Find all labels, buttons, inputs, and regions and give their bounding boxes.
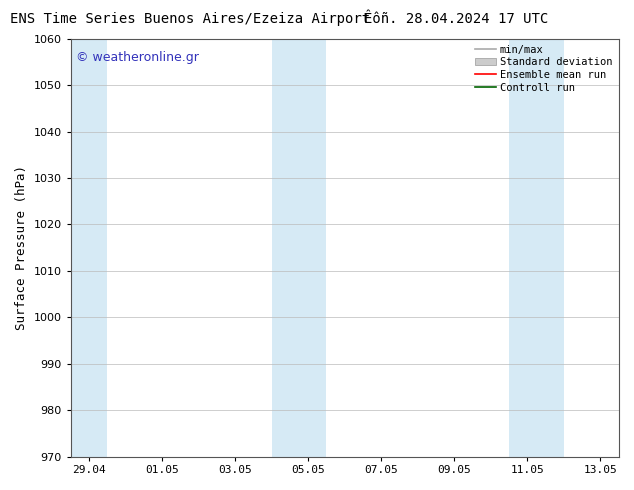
Bar [271, 39, 327, 457]
Bar [509, 39, 564, 457]
Bar [71, 39, 107, 457]
Legend: min/max, Standard deviation, Ensemble mean run, Controll run: min/max, Standard deviation, Ensemble me… [472, 42, 616, 96]
Text: Êôñ. 28.04.2024 17 UTC: Êôñ. 28.04.2024 17 UTC [365, 12, 548, 26]
Y-axis label: Surface Pressure (hPa): Surface Pressure (hPa) [15, 165, 28, 330]
Text: ENS Time Series Buenos Aires/Ezeiza Airport: ENS Time Series Buenos Aires/Ezeiza Airp… [10, 12, 370, 26]
Text: © weatheronline.gr: © weatheronline.gr [76, 51, 199, 64]
